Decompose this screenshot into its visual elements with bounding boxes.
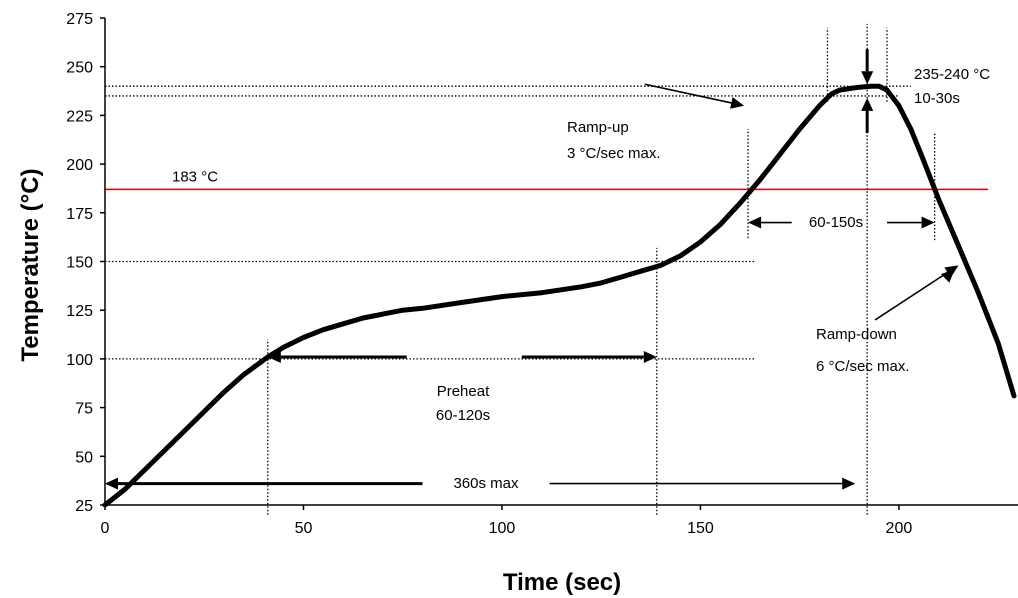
y-tick-label: 250 bbox=[66, 60, 93, 77]
peak-temperature-label: 235-240 °C bbox=[914, 66, 990, 83]
total-arrow-right-head bbox=[842, 477, 856, 490]
ramp-down-title: Ramp-down bbox=[816, 326, 897, 343]
x-tick-label: 150 bbox=[687, 520, 714, 537]
time-above-liquidus-label: 60-150s bbox=[809, 214, 863, 231]
x-tick-label: 0 bbox=[101, 520, 110, 537]
y-tick-label: 75 bbox=[75, 401, 93, 418]
peak-time-label: 10-30s bbox=[914, 90, 960, 107]
y-tick-label: 25 bbox=[75, 498, 93, 515]
y-tick-label: 275 bbox=[66, 11, 93, 28]
peak-arrow-up-head bbox=[861, 97, 874, 111]
y-tick-label: 225 bbox=[66, 108, 93, 125]
ramp-up-arrow-head bbox=[730, 97, 745, 109]
y-tick-label: 200 bbox=[66, 157, 93, 174]
ramp-up-rate: 3 °C/sec max. bbox=[567, 145, 661, 162]
preheat-title: Preheat bbox=[437, 383, 490, 400]
preheat-duration: 60-120s bbox=[436, 407, 490, 424]
ramp-down-rate: 6 °C/sec max. bbox=[816, 358, 910, 375]
total-time-label: 360s max bbox=[453, 475, 519, 492]
x-tick-label: 200 bbox=[886, 520, 913, 537]
temperature-curve bbox=[102, 83, 1017, 508]
ramp-up-title: Ramp-up bbox=[567, 119, 629, 136]
peak-arrow-down-head bbox=[861, 71, 874, 85]
ramp-up-arrow-shaft bbox=[644, 83, 732, 104]
y-tick-label: 50 bbox=[75, 449, 93, 466]
x-axis-title: Time (sec) bbox=[503, 569, 621, 596]
x-tick-label: 100 bbox=[489, 520, 516, 537]
y-tick-label: 175 bbox=[66, 206, 93, 223]
ramp-down-arrow-shaft bbox=[874, 271, 949, 321]
liquidus-arrow-right-head bbox=[921, 216, 935, 229]
x-ticks: 0 50 100 150 200 bbox=[101, 505, 913, 537]
y-tick-label: 150 bbox=[66, 255, 93, 272]
y-tick-label: 100 bbox=[66, 352, 93, 369]
x-tick-label: 50 bbox=[295, 520, 313, 537]
liquidus-arrow-left-head bbox=[748, 216, 762, 229]
preheat-arrow-left-head bbox=[267, 351, 281, 363]
y-ticks: 25 50 75 100 125 150 175 200 225 250 275 bbox=[66, 11, 105, 515]
total-arrow-left-head bbox=[105, 477, 118, 490]
ramp-down-arrow-head bbox=[944, 265, 959, 278]
liquidus-label: 183 °C bbox=[172, 168, 218, 185]
y-axis-title: Temperature (°C) bbox=[17, 168, 44, 361]
y-tick-label: 125 bbox=[66, 303, 93, 320]
preheat-arrow-right-head bbox=[643, 351, 657, 363]
